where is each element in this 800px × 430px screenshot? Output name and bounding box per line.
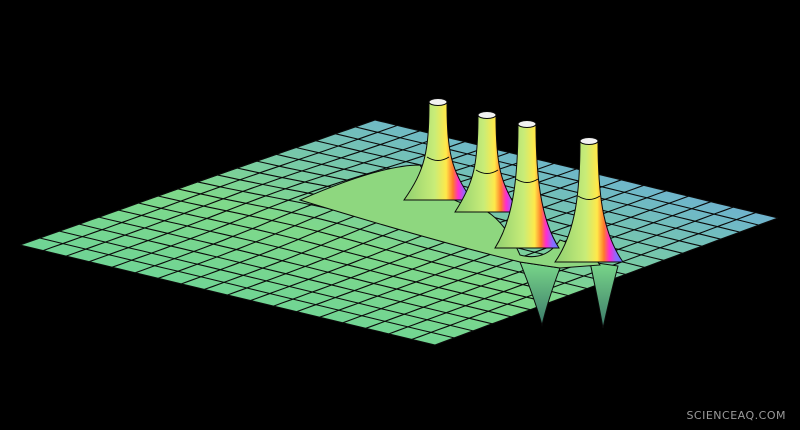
peak-cap bbox=[428, 98, 448, 106]
grid-line bbox=[89, 135, 443, 263]
peak-3 bbox=[494, 123, 560, 249]
grid-line bbox=[19, 119, 376, 246]
grid-line bbox=[65, 130, 420, 257]
peak-contour bbox=[577, 195, 601, 200]
peak-contour bbox=[426, 156, 450, 161]
peak-contour bbox=[515, 178, 539, 183]
peak-contour bbox=[475, 169, 499, 174]
peak-cap bbox=[477, 111, 497, 119]
surface-ridge bbox=[298, 164, 601, 269]
surface-dip-2 bbox=[589, 261, 619, 329]
grid-line bbox=[388, 206, 734, 335]
watermark: SCIENCEAQ.COM bbox=[686, 409, 786, 422]
grid-line bbox=[112, 141, 465, 268]
peaks bbox=[403, 98, 624, 263]
peak-cap bbox=[579, 137, 599, 145]
peak-cap bbox=[517, 120, 537, 128]
grid-line bbox=[411, 212, 756, 340]
peak-4 bbox=[554, 140, 624, 263]
surface-dip-1 bbox=[519, 261, 561, 327]
grid-line bbox=[42, 124, 398, 252]
